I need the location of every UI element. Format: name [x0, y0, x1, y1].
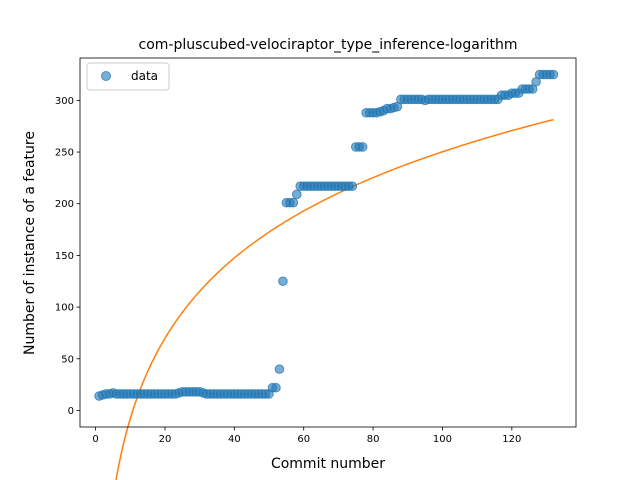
- x-tick-label: 20: [159, 434, 172, 445]
- y-tick-label: 0: [68, 406, 74, 417]
- x-tick-label: 80: [367, 434, 380, 445]
- x-tick-label: 100: [433, 434, 452, 445]
- y-tick-label: 50: [61, 354, 74, 365]
- legend-box: [86, 62, 170, 91]
- data-point: [274, 364, 285, 374]
- fit-line: [115, 118, 554, 480]
- data-point: [288, 197, 299, 208]
- legend-label-data: data: [131, 69, 158, 83]
- x-tick-label: 120: [502, 434, 521, 445]
- data-point: [347, 181, 358, 191]
- x-tick-label: 0: [92, 434, 98, 445]
- data-point: [278, 276, 288, 287]
- x-axis-label: Commit number: [271, 456, 385, 472]
- chart-title: com-pluscubed-velociraptor_type_inferenc…: [139, 37, 518, 53]
- data-point: [548, 69, 559, 80]
- y-tick-label: 250: [55, 148, 74, 159]
- x-tick-label: 40: [228, 434, 241, 445]
- data-point: [291, 189, 302, 200]
- y-axis-label: Number of instance of a feature: [22, 131, 38, 355]
- data-point: [271, 382, 281, 393]
- plot-area: 0 20 40 60 80 100 120 0 50 100 150 200 250 300: [55, 57, 577, 480]
- legend: data: [86, 62, 170, 91]
- y-tick-label: 150: [55, 251, 74, 262]
- y-tick-label: 100: [55, 303, 74, 314]
- axes-frame: [79, 57, 577, 428]
- axes-background: [80, 58, 576, 427]
- y-tick-label: 300: [55, 96, 74, 107]
- y-tick-label: 200: [55, 199, 74, 210]
- legend-marker-data: [101, 71, 111, 81]
- x-tick-label: 60: [297, 434, 310, 445]
- data-point: [357, 142, 368, 152]
